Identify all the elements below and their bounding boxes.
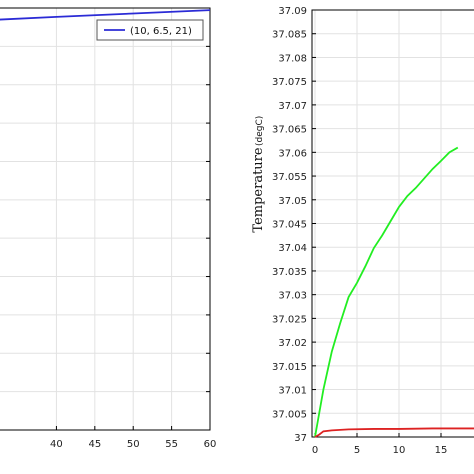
left-plot-frame [0, 7, 211, 431]
left-x-tick-label: 40 [50, 439, 63, 450]
right-y-tick-label: 37.05 [278, 196, 307, 207]
right-y-tick-label: 37.075 [272, 77, 307, 88]
right-x-ticks: 0 5 10 15 [312, 433, 448, 456]
left-series-line [0, 9, 211, 21]
left-x-tick-label: 45 [88, 439, 101, 450]
left-x-tick-label: 60 [204, 439, 217, 450]
right-y-tick-label: 37.09 [278, 6, 307, 17]
right-y-tick-label: 37.06 [278, 148, 307, 159]
right-y-tick-label: 37.08 [278, 53, 307, 64]
right-y-tick-label: 37.045 [272, 220, 307, 231]
left-x-ticks: 40 45 50 55 60 [50, 426, 216, 450]
right-y-tick-label: 37.055 [272, 172, 307, 183]
y-axis-unit: (degC) [255, 116, 265, 146]
right-series-line-1 [314, 427, 474, 438]
right-y-tick-label: 37.07 [278, 101, 307, 112]
right-x-tick-label: 5 [354, 445, 360, 456]
left-grid [0, 7, 211, 431]
right-y-tick-label: 37.065 [272, 125, 307, 136]
right-y-tick-label: 37.035 [272, 267, 307, 278]
right-y-tick-label: 37 [294, 433, 307, 444]
right-y-tick-label: 37.005 [272, 409, 307, 420]
right-chart: 37 37.005 37.01 37.015 37.02 37.025 37.03 37.03… [251, 6, 474, 456]
right-y-tick-label: 37.02 [278, 338, 307, 349]
legend-label: (10, 6.5, 21) [130, 26, 192, 37]
legend: (10, 6.5, 21) [96, 19, 204, 41]
right-series [314, 146, 474, 438]
legend-box [96, 19, 204, 41]
right-x-tick-label: 15 [435, 445, 448, 456]
right-series-line-0 [314, 146, 459, 438]
right-x-tick-label: 10 [393, 445, 406, 456]
right-y-ticks: 37 37.005 37.01 37.015 37.02 37.025 37.03 37.03… [272, 6, 316, 444]
right-x-tick-label: 0 [312, 445, 318, 456]
right-y-tick-label: 37.025 [272, 314, 307, 325]
left-x-tick-label: 50 [127, 439, 140, 450]
right-y-tick-label: 37.04 [278, 243, 307, 254]
right-y-tick-label: 37.01 [278, 386, 307, 397]
right-y-tick-label: 37.015 [272, 362, 307, 373]
left-series [0, 9, 211, 21]
right-y-tick-label: 37.085 [272, 30, 307, 41]
left-x-tick-label: 55 [165, 439, 178, 450]
right-grid [312, 9, 474, 438]
right-y-tick-label: 37.03 [278, 291, 307, 302]
y-axis-label: Temperature [251, 147, 266, 232]
left-chart: 40 45 50 55 60 (10, 6.5, 21) [0, 7, 216, 450]
